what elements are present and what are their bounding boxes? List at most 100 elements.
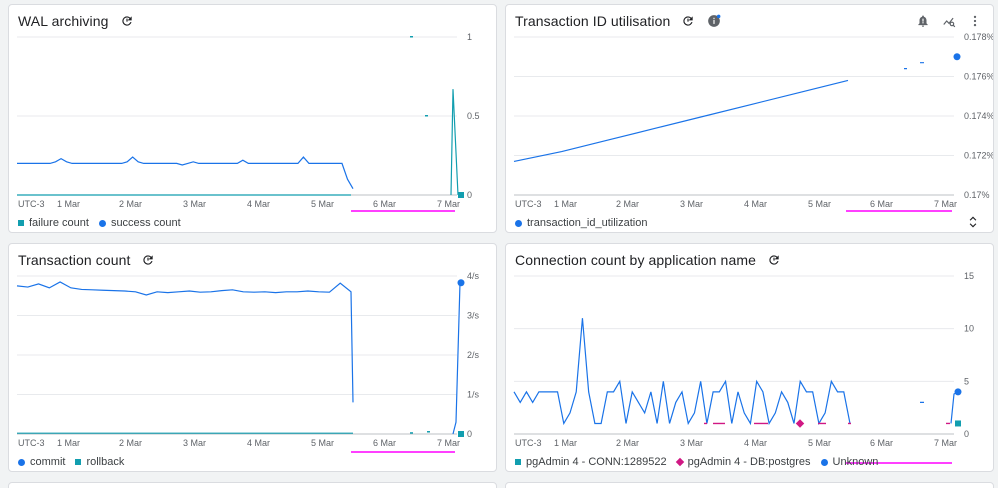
card-title: WAL archiving bbox=[18, 13, 109, 29]
x-tick-label: 7 Mar bbox=[934, 199, 957, 209]
series-success-line[interactable] bbox=[17, 156, 354, 189]
y-tick-label: 15 bbox=[964, 271, 974, 281]
legend-label: pgAdmin 4 - CONN:1289522 bbox=[526, 456, 667, 468]
transaction-id-legend: transaction_id_utilization bbox=[515, 217, 647, 229]
db-postgres-marker[interactable] bbox=[795, 419, 805, 428]
unfold-icon[interactable] bbox=[965, 214, 981, 230]
series-unknown-line[interactable] bbox=[513, 318, 851, 426]
failure-end-marker[interactable] bbox=[458, 192, 464, 198]
refresh-icon[interactable] bbox=[680, 13, 696, 29]
y-tick-label: 0.17% bbox=[964, 190, 990, 200]
txid-end-marker[interactable] bbox=[953, 53, 961, 61]
x-tick-label: 2 Mar bbox=[616, 438, 639, 448]
x-tick-label: 4 Mar bbox=[247, 438, 270, 448]
transaction-id-chart[interactable]: 0.17% 0.172% 0.174% 0.176% 0.178% UTC-3 1 Mar 2… bbox=[506, 5, 994, 233]
y-tick-label: 0.5 bbox=[467, 111, 480, 121]
next-card-stub-left bbox=[8, 482, 497, 488]
card-title: Transaction ID utilisation bbox=[515, 13, 671, 29]
failure-point[interactable] bbox=[425, 115, 428, 117]
series-commit-spike[interactable] bbox=[452, 282, 461, 435]
x-tick-label: 6 Mar bbox=[870, 438, 893, 448]
refresh-icon[interactable] bbox=[119, 13, 135, 29]
x-tick-label: 7 Mar bbox=[934, 438, 957, 448]
wal-archiving-chart[interactable]: 0 0.5 1 UTC-3 1 Mar 2 Mar 3 Mar 4 Mar 5 Mar 6 Mar… bbox=[9, 5, 497, 233]
info-icon[interactable] bbox=[706, 13, 722, 29]
series-commit-line[interactable] bbox=[16, 281, 354, 403]
x-tick-label: 5 Mar bbox=[808, 438, 831, 448]
timezone-label: UTC-3 bbox=[515, 199, 542, 209]
unknown-end-marker[interactable] bbox=[954, 388, 962, 396]
refresh-icon[interactable] bbox=[766, 252, 782, 268]
legend-swatch bbox=[675, 457, 684, 467]
alert-bell-icon[interactable] bbox=[915, 13, 931, 29]
series-txid-line[interactable] bbox=[513, 79, 849, 163]
legend-swatch bbox=[515, 219, 522, 227]
wal-archiving-card: WAL archiving 0 0.5 1 UTC-3 1 Mar 2 Mar 3 Mar 4… bbox=[8, 4, 497, 233]
x-tick-label: 6 Mar bbox=[373, 438, 396, 448]
transaction-id-title-row: Transaction ID utilisation bbox=[515, 13, 722, 29]
wal-archiving-title-row: WAL archiving bbox=[18, 13, 135, 29]
explore-chart-icon[interactable] bbox=[941, 13, 957, 29]
transaction-count-title-row: Transaction count bbox=[18, 252, 156, 268]
connection-count-chart[interactable]: 0 5 10 15 UTC-3 1 Mar 2 Mar 3 Mar 4 Mar 5 Mar 6 Ma… bbox=[506, 244, 994, 472]
conn-1289522-marker[interactable] bbox=[955, 420, 961, 427]
timezone-label: UTC-3 bbox=[18, 438, 45, 448]
legend-swatch bbox=[98, 219, 106, 227]
legend-item[interactable]: transaction_id_utilization bbox=[515, 217, 647, 229]
x-tick-label: 7 Mar bbox=[437, 199, 460, 209]
commit-end-marker[interactable] bbox=[457, 279, 465, 287]
more-vert-icon[interactable] bbox=[967, 13, 983, 29]
rollback-point[interactable] bbox=[410, 432, 413, 434]
legend-label: failure count bbox=[29, 217, 89, 229]
wal-archiving-legend: failure count success count bbox=[18, 217, 181, 229]
legend-item[interactable]: success count bbox=[98, 217, 181, 229]
failure-point[interactable] bbox=[410, 36, 413, 38]
legend-label: rollback bbox=[86, 456, 125, 468]
y-tick-label: 1 bbox=[467, 32, 472, 42]
legend-swatch bbox=[820, 458, 828, 466]
legend-item[interactable]: commit bbox=[18, 456, 65, 468]
y-tick-label: 0.172% bbox=[964, 151, 994, 161]
y-tick-label: 2/s bbox=[467, 350, 480, 360]
x-tick-label: 2 Mar bbox=[119, 199, 142, 209]
y-tick-label: 0.178% bbox=[964, 32, 994, 42]
x-tick-label: 3 Mar bbox=[183, 199, 206, 209]
x-tick-label: 4 Mar bbox=[247, 199, 270, 209]
next-card-stub-right bbox=[505, 482, 994, 488]
x-tick-label: 7 Mar bbox=[437, 438, 460, 448]
timezone-label: UTC-3 bbox=[515, 438, 542, 448]
transaction-count-legend: commit rollback bbox=[18, 456, 124, 468]
y-tick-label: 1/s bbox=[467, 390, 480, 400]
y-tick-label: 5 bbox=[964, 376, 969, 386]
x-tick-label: 1 Mar bbox=[554, 199, 577, 209]
rollback-end-marker[interactable] bbox=[458, 431, 464, 437]
legend-swatch bbox=[18, 458, 25, 466]
connection-count-legend: pgAdmin 4 - CONN:1289522 pgAdmin 4 - DB:p… bbox=[515, 456, 878, 468]
transaction-id-card: Transaction ID utilisation 0.17% 0.172% 0.… bbox=[505, 4, 994, 233]
card-title: Connection count by application name bbox=[515, 252, 756, 268]
legend-item[interactable]: pgAdmin 4 - DB:postgres bbox=[675, 456, 811, 468]
refresh-icon[interactable] bbox=[140, 252, 156, 268]
x-tick-label: 3 Mar bbox=[183, 438, 206, 448]
series-unknown-spike[interactable] bbox=[950, 391, 959, 424]
legend-swatch bbox=[515, 459, 521, 465]
y-tick-label: 10 bbox=[964, 324, 974, 334]
legend-item[interactable]: failure count bbox=[18, 217, 89, 229]
transaction-count-card: Transaction count 0 1/s 2/s 3/s 4/s UTC-3 1 Ma… bbox=[8, 243, 497, 472]
y-tick-label: 3/s bbox=[467, 311, 480, 321]
legend-item[interactable]: Unknown bbox=[820, 456, 879, 468]
legend-swatch bbox=[75, 459, 82, 465]
x-tick-label: 2 Mar bbox=[119, 438, 142, 448]
y-tick-label: 0 bbox=[467, 190, 472, 200]
x-tick-label: 5 Mar bbox=[311, 438, 334, 448]
y-tick-label: 0 bbox=[467, 429, 472, 439]
rollback-point[interactable] bbox=[427, 431, 430, 433]
timezone-label: UTC-3 bbox=[18, 199, 45, 209]
y-tick-label: 0.176% bbox=[964, 72, 994, 82]
series-failure-spike[interactable] bbox=[450, 89, 459, 196]
legend-item[interactable]: pgAdmin 4 - CONN:1289522 bbox=[515, 456, 667, 468]
legend-item[interactable]: rollback bbox=[75, 456, 124, 468]
transaction-count-chart[interactable]: 0 1/s 2/s 3/s 4/s UTC-3 1 Mar 2 Mar 3 Mar 4 Mar 5 … bbox=[9, 244, 497, 472]
legend-label: Unknown bbox=[832, 456, 879, 468]
